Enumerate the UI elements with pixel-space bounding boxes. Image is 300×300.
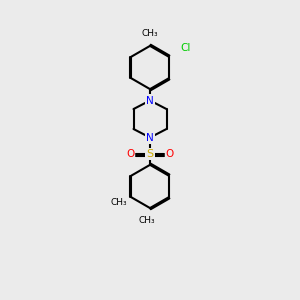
Text: O: O xyxy=(126,149,134,159)
Text: N: N xyxy=(146,133,154,142)
Text: S: S xyxy=(146,149,154,159)
Text: N: N xyxy=(146,95,154,106)
Text: CH₃: CH₃ xyxy=(110,198,127,207)
Text: CH₃: CH₃ xyxy=(138,216,155,225)
Text: O: O xyxy=(166,149,174,159)
Text: Cl: Cl xyxy=(180,43,190,53)
Text: CH₃: CH₃ xyxy=(141,29,158,38)
